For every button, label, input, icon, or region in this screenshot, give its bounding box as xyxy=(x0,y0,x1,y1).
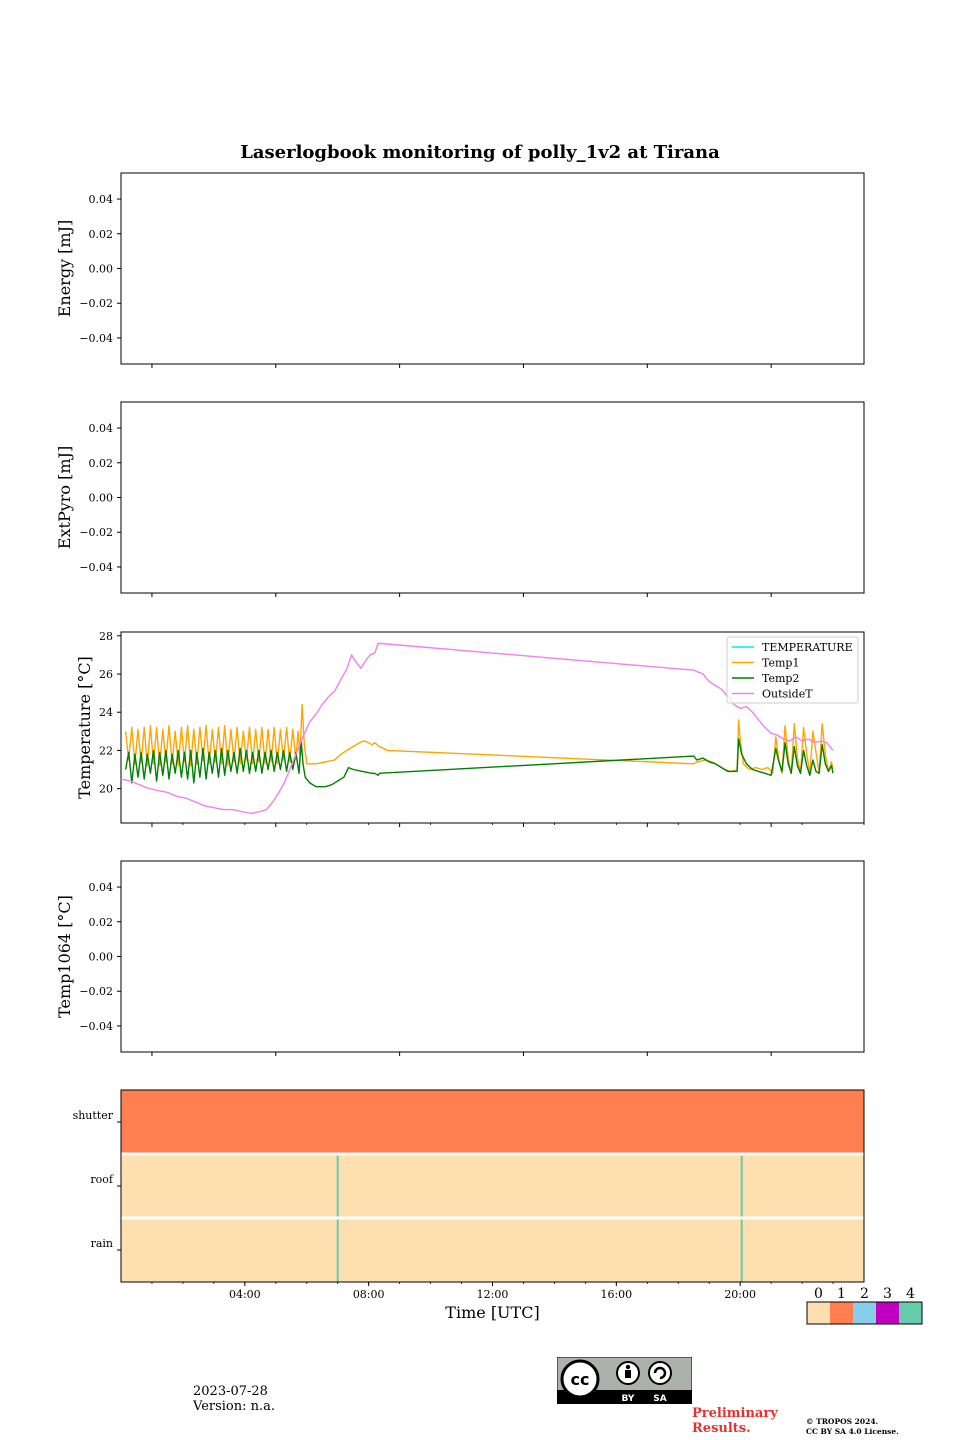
colorbar-label: 3 xyxy=(883,1286,892,1302)
extpyro-panel: 0.04 0.02 0.00 −0.02 −0.04 ExtPyro [mJ] xyxy=(55,401,865,597)
x-tick-label: 08:00 xyxy=(353,1288,385,1301)
status-row-shutter xyxy=(121,1090,864,1154)
status-row-roof xyxy=(121,1154,864,1218)
status-row-label: roof xyxy=(90,1173,114,1186)
plot-area xyxy=(120,860,865,1053)
temperature-panel: 20 22 24 26 28 Temperature [°C] TEMPERATURE Tem… xyxy=(75,630,865,827)
by-badge-text: BY xyxy=(622,1394,635,1404)
x-tick-label: 16:00 xyxy=(600,1288,632,1301)
copyright-line-1: © TROPOS 2024. xyxy=(806,1417,879,1426)
y-tick-label: 28 xyxy=(99,630,113,643)
y-tick-label: −0.02 xyxy=(79,985,113,998)
y-tick-label: 20 xyxy=(99,783,113,796)
legend-label-temp2: Temp2 xyxy=(762,672,799,685)
y-tick-label: 0.00 xyxy=(89,492,114,505)
y-tick-label: 0.04 xyxy=(89,193,114,206)
y-tick-label: 24 xyxy=(99,706,113,719)
status-panel: shutter roof rain 04:00 08:00 12:00 16:00 20:00… xyxy=(73,1089,865,1322)
y-tick-label: 0.02 xyxy=(89,228,114,241)
status-event-mark xyxy=(740,1218,743,1282)
sa-badge-text: SA xyxy=(653,1394,666,1404)
series-line-outsidet xyxy=(120,642,834,815)
preliminary-line-1: Preliminary xyxy=(692,1406,778,1421)
legend-label-temperature: TEMPERATURE xyxy=(762,641,853,654)
y-tick-label: 0.00 xyxy=(89,951,114,964)
colorbar-cell xyxy=(899,1302,922,1324)
x-axis-label: Time [UTC] xyxy=(445,1303,539,1322)
legend-label-temp1: Temp1 xyxy=(762,657,799,670)
colorbar-cell xyxy=(830,1302,853,1324)
status-row-label: rain xyxy=(91,1237,113,1250)
colorbar-cell xyxy=(853,1302,876,1324)
series-line-temp1 xyxy=(124,703,834,774)
plot-area xyxy=(120,172,865,365)
copyright-note: © TROPOS 2024. CC BY SA 4.0 License. xyxy=(806,1417,956,1437)
copyright-line-2: CC BY SA 4.0 License. xyxy=(806,1427,899,1436)
y-tick-label: −0.02 xyxy=(79,526,113,539)
colorbar-cell xyxy=(876,1302,899,1324)
x-tick-label: 20:00 xyxy=(724,1288,756,1301)
date-label: 2023-07-28 xyxy=(193,1384,268,1399)
y-axis-label: ExtPyro [mJ] xyxy=(55,446,74,549)
y-tick-label: 26 xyxy=(99,668,113,681)
y-tick-label: −0.04 xyxy=(79,1020,113,1033)
legend-box xyxy=(726,636,859,704)
y-tick-label: −0.04 xyxy=(79,561,113,574)
status-event-mark xyxy=(740,1154,743,1218)
status-event-mark xyxy=(336,1154,339,1218)
colorbar-cell xyxy=(807,1302,830,1324)
status-row-rain xyxy=(121,1218,864,1282)
energy-panel: 0.04 0.02 0.00 −0.02 −0.04 Energy [mJ] xyxy=(55,172,865,368)
colorbar-label: 1 xyxy=(837,1286,846,1302)
preliminary-note: Preliminary Results. xyxy=(692,1406,802,1436)
plot-area xyxy=(120,401,865,594)
colorbar-label: 4 xyxy=(906,1286,915,1302)
y-tick-label: 0.02 xyxy=(89,457,114,470)
series-line-temp2 xyxy=(124,738,834,788)
y-tick-label: 0.00 xyxy=(89,263,114,276)
x-tick-label: 12:00 xyxy=(477,1288,509,1301)
legend-label-outsidet: OutsideT xyxy=(762,688,813,701)
x-tick-label: 04:00 xyxy=(229,1288,261,1301)
colorbar-frame xyxy=(806,1301,923,1325)
status-event-mark xyxy=(336,1218,339,1282)
figure-title: Laserlogbook monitoring of polly_1v2 at … xyxy=(240,142,720,163)
y-tick-label: 0.04 xyxy=(89,881,114,894)
y-tick-label: 0.04 xyxy=(89,422,114,435)
y-tick-label: −0.02 xyxy=(79,297,113,310)
version-label: Version: n.a. xyxy=(193,1399,276,1414)
status-row-label: shutter xyxy=(73,1109,114,1122)
cc-badge-text: cc xyxy=(571,1370,590,1389)
cc-by-sa-badge: cc BY SA xyxy=(557,1357,692,1404)
colorbar-label: 0 xyxy=(814,1286,823,1302)
y-tick-label: −0.04 xyxy=(79,332,113,345)
colorbar-label: 2 xyxy=(860,1286,869,1302)
preliminary-line-2: Results. xyxy=(692,1421,751,1436)
y-axis-label: Energy [mJ] xyxy=(55,220,74,318)
temp1064-panel: 0.04 0.02 0.00 −0.02 −0.04 Temp1064 [°C] xyxy=(55,860,865,1056)
y-tick-label: 22 xyxy=(99,744,113,757)
y-axis-label: Temp1064 [°C] xyxy=(55,895,74,1018)
y-axis-label: Temperature [°C] xyxy=(75,656,94,799)
y-tick-label: 0.02 xyxy=(89,916,114,929)
